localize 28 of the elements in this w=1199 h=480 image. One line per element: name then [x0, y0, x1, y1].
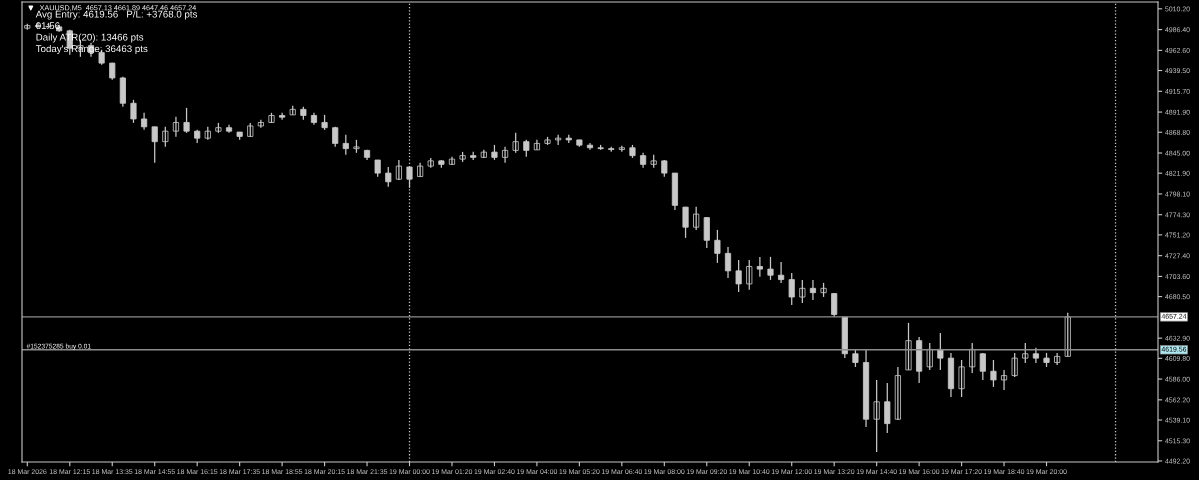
candlestick — [1022, 342, 1029, 364]
candlestick — [183, 107, 190, 134]
candlestick — [703, 216, 710, 249]
candlestick — [937, 332, 944, 371]
candlestick — [841, 316, 848, 359]
candlestick — [682, 206, 689, 239]
candlestick — [1011, 352, 1018, 378]
candlestick — [714, 229, 721, 264]
candlestick — [746, 259, 753, 291]
candlestick — [1064, 312, 1071, 358]
annotation: Avg Entry: 4619.56 P/L: +3768.0 pts — [35, 10, 198, 20]
candlestick — [958, 359, 965, 398]
candlestick — [151, 126, 158, 164]
candlestick — [130, 99, 137, 124]
candlestick — [767, 256, 774, 281]
candlestick — [162, 126, 169, 148]
candlestick — [385, 166, 392, 188]
candlestick — [799, 279, 806, 304]
candlestick — [926, 342, 933, 371]
candlestick — [512, 132, 519, 154]
candlestick — [735, 259, 742, 293]
candlestick — [788, 272, 795, 306]
candlestick — [884, 382, 891, 434]
candlestick — [990, 359, 997, 388]
candlestick — [905, 322, 912, 371]
candlestick — [332, 126, 339, 148]
candlestick — [873, 379, 880, 453]
candlestick — [969, 342, 976, 374]
